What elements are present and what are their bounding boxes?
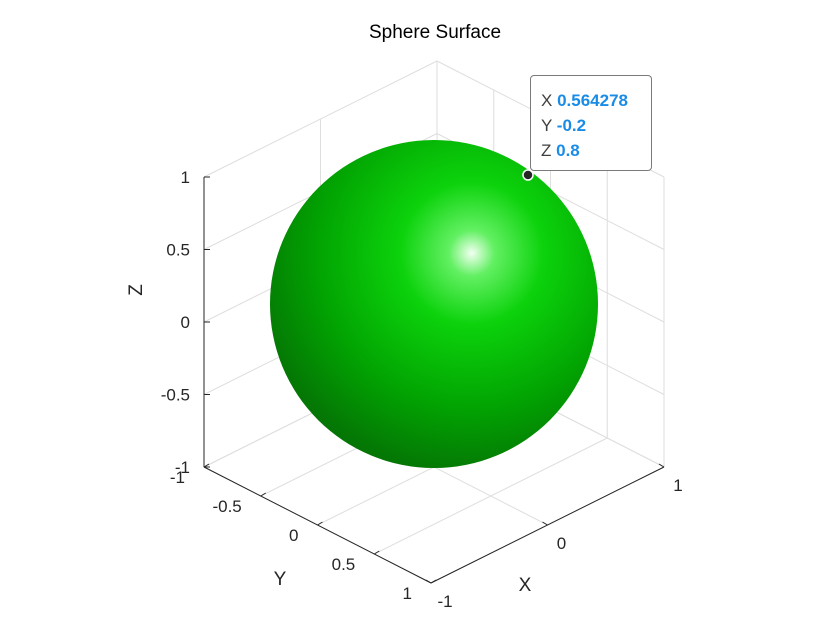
y-tick-label: -0.5 [212, 497, 241, 516]
grid-line [203, 60, 438, 178]
datatip-y-value: -0.2 [556, 116, 587, 135]
datatip-x-row: X 0.564278 [541, 88, 651, 113]
datatip-x-value: 0.564278 [557, 91, 628, 110]
z-tick-label: 1 [181, 168, 190, 187]
datatip-y-row: Y -0.2 [541, 113, 651, 138]
y-tick-label: -1 [170, 468, 185, 487]
y-tick-mark [317, 521, 323, 526]
axis-ticks: -1 -0.5 0 0.5 1 -1 -0.5 0 0.5 1 -1 0 1 [161, 168, 683, 611]
datatip-marker[interactable] [522, 169, 534, 181]
sphere-surface[interactable] [270, 140, 598, 468]
axes-box [203, 176, 665, 584]
x-axis-label: X [519, 575, 532, 596]
grid-line [374, 437, 608, 555]
z-tick-label: -1 [175, 458, 190, 477]
x-tick-mark [542, 521, 548, 526]
datatip-z-value: 0.8 [556, 141, 580, 160]
y-tick-label: 0 [289, 526, 298, 545]
x-tick-mark [425, 579, 432, 584]
chart-title: Sphere Surface [369, 22, 501, 43]
z-axis-label: Z [126, 284, 147, 296]
x-tick-label: 0 [557, 534, 566, 553]
z-tick-label: 0 [181, 313, 190, 332]
y-tick-mark [203, 463, 210, 468]
y-tick-label: 0.5 [332, 555, 356, 574]
y-tick-mark [260, 492, 267, 497]
datatip-z-key: Z [541, 141, 552, 160]
datatip-z-row: Z 0.8 [541, 138, 651, 163]
z-tick-label: 0.5 [166, 241, 190, 260]
datatip-y-key: Y [541, 116, 553, 135]
x-tick-label: -1 [437, 592, 452, 611]
y-tick-label: 1 [403, 584, 412, 603]
z-tick-label: -0.5 [161, 386, 190, 405]
x-tick-mark [658, 463, 665, 468]
datatip-x-key: X [541, 91, 553, 110]
x-tick-label: 1 [673, 476, 682, 495]
y-axis-label: Y [274, 569, 287, 590]
datatip[interactable]: X 0.564278 Y -0.2 Z 0.8 [530, 75, 652, 171]
y-tick-mark [430, 579, 437, 584]
y-tick-mark [373, 550, 380, 555]
